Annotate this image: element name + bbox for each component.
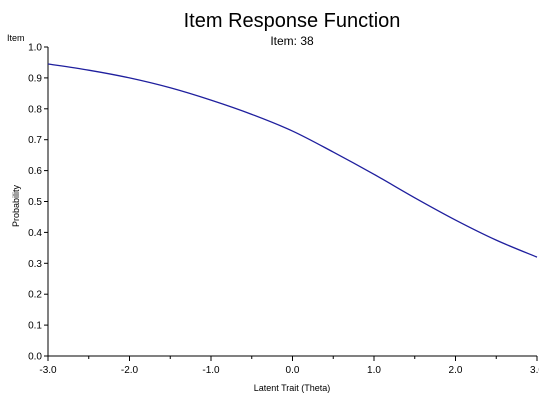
y-tick-label: 1.0 bbox=[28, 43, 42, 54]
y-tick-label: 0.9 bbox=[28, 73, 42, 84]
y-tick-label: 0.0 bbox=[28, 352, 42, 363]
y-tick-label: 0.6 bbox=[28, 166, 42, 177]
y-tick-label: 0.3 bbox=[28, 259, 42, 270]
y-tick-label: 0.4 bbox=[28, 228, 42, 239]
y-tick-label: 0.2 bbox=[28, 290, 42, 301]
x-tick-label: -1.0 bbox=[202, 365, 220, 376]
x-tick-label: 1.0 bbox=[367, 365, 381, 376]
y-tick-label: 0.8 bbox=[28, 104, 42, 115]
x-tick-label: 3.0 bbox=[530, 365, 539, 376]
chart-subtitle: Item: 38 bbox=[270, 34, 314, 48]
y-tick-label: 0.1 bbox=[28, 321, 42, 332]
y-tick-label: 0.5 bbox=[28, 197, 42, 208]
x-tick-label: 0.0 bbox=[286, 365, 300, 376]
chart-title: Item Response Function bbox=[184, 10, 401, 32]
y-axis-top-label: Item bbox=[7, 33, 25, 43]
x-tick-label: -2.0 bbox=[121, 365, 139, 376]
x-tick-label: 2.0 bbox=[449, 365, 463, 376]
x-tick-label: -3.0 bbox=[39, 365, 57, 376]
x-axis-title: Latent Trait (Theta) bbox=[254, 383, 331, 393]
y-tick-label: 0.7 bbox=[28, 135, 42, 146]
y-axis-title: Probability bbox=[11, 184, 21, 227]
curve-layer bbox=[47, 63, 538, 258]
axes: 0.0 0.1 0.2 0.3 0.4 0.5 0.6 0.7 0.8 0.9 1.0 -3.0 -2.… bbox=[28, 43, 539, 377]
response-curve bbox=[47, 63, 538, 258]
